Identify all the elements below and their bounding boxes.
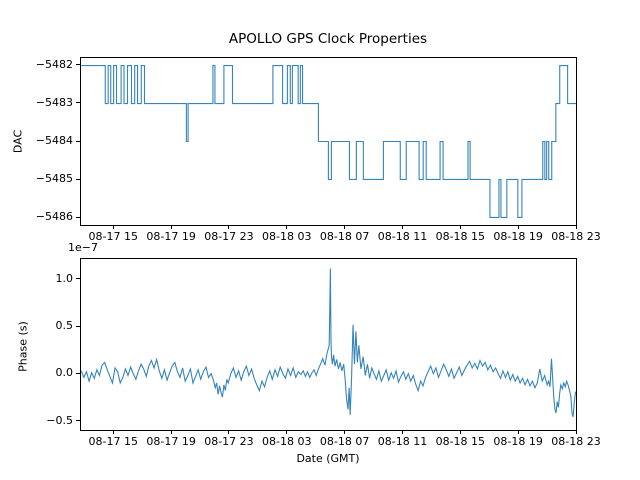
x-tick-label: 08-17 19: [146, 230, 196, 243]
y-tick-label: −5483: [35, 95, 73, 109]
y-tick-label: −5485: [35, 172, 73, 186]
x-tick-label: 08-18 07: [319, 435, 370, 448]
x-tick-label: 08-17 15: [88, 230, 138, 243]
page-title: APOLLO GPS Clock Properties: [228, 31, 428, 47]
dac-series-path: [81, 65, 576, 218]
x-tick-label: 08-18 07: [319, 230, 370, 243]
x-tick-mark: [459, 430, 461, 434]
x-tick-label: 08-17 23: [204, 435, 254, 448]
y-tick-mark: [76, 325, 80, 327]
x-tick-mark: [228, 225, 230, 229]
x-tick-label: 08-18 15: [435, 435, 486, 448]
x-tick-mark: [344, 225, 346, 229]
x-tick-mark: [575, 430, 577, 434]
x-tick-mark: [575, 225, 577, 229]
phase-series-path: [81, 268, 576, 418]
x-tick-label: 08-18 15: [435, 230, 486, 243]
x-tick-label: 08-17 15: [88, 435, 138, 448]
phase-plot-area: [80, 258, 577, 431]
x-tick-mark: [112, 430, 114, 434]
dac-plot-area: [80, 57, 577, 226]
x-tick-label: 08-17 23: [204, 230, 254, 243]
y-tick-mark: [76, 216, 80, 218]
y-tick-mark: [76, 178, 80, 180]
y-axis-offset-text: 1e−7: [68, 241, 98, 254]
x-tick-label: 08-18 11: [377, 230, 428, 243]
x-tick-mark: [344, 430, 346, 434]
x-tick-mark: [517, 225, 519, 229]
y-tick-mark: [76, 102, 80, 104]
y-tick-mark: [76, 372, 80, 374]
y-tick-label: −5486: [35, 210, 73, 224]
x-tick-mark: [459, 225, 461, 229]
x-tick-mark: [401, 430, 403, 434]
x-axis-label: Date (GMT): [296, 452, 360, 465]
x-tick-mark: [517, 430, 519, 434]
x-tick-label: 08-18 23: [551, 435, 601, 448]
x-tick-label: 08-18 11: [377, 435, 428, 448]
x-tick-label: 08-18 03: [262, 230, 312, 243]
x-tick-label: 08-18 19: [493, 435, 543, 448]
x-tick-label: 08-18 19: [493, 230, 543, 243]
x-tick-mark: [286, 430, 288, 434]
dac-step-line: [81, 65, 576, 218]
x-tick-label: 08-18 03: [262, 435, 312, 448]
x-tick-mark: [170, 225, 172, 229]
phase-line: [81, 268, 576, 418]
x-tick-mark: [170, 430, 172, 434]
x-tick-mark: [112, 225, 114, 229]
y-tick-label: 0.5: [55, 319, 74, 333]
y-tick-mark: [76, 64, 80, 66]
y-tick-label: 1.0: [55, 271, 74, 285]
x-tick-mark: [286, 225, 288, 229]
x-tick-label: 08-18 23: [551, 230, 601, 243]
y-tick-mark: [76, 278, 80, 280]
y-tick-label: −5484: [35, 134, 73, 147]
y-tick-label: −5482: [35, 57, 73, 71]
x-tick-label: 08-17 19: [146, 435, 196, 448]
y-tick-label: 0.0: [55, 366, 74, 380]
y-tick-label: −0.5: [46, 413, 73, 427]
y-tick-mark: [76, 140, 80, 142]
y-tick-mark: [76, 420, 80, 422]
x-tick-mark: [401, 225, 403, 229]
x-tick-mark: [228, 430, 230, 434]
